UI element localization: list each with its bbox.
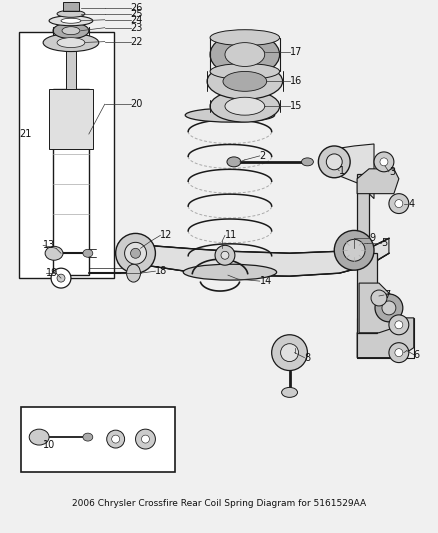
Text: 23: 23 bbox=[131, 23, 143, 33]
Circle shape bbox=[395, 321, 403, 329]
Ellipse shape bbox=[282, 387, 297, 398]
Ellipse shape bbox=[375, 294, 403, 322]
Text: 8: 8 bbox=[304, 353, 311, 362]
Text: 24: 24 bbox=[131, 15, 143, 25]
Circle shape bbox=[112, 435, 120, 443]
Text: 4: 4 bbox=[409, 199, 415, 208]
Text: 15: 15 bbox=[290, 101, 302, 111]
Text: 21: 21 bbox=[19, 129, 32, 139]
Circle shape bbox=[326, 154, 342, 170]
Ellipse shape bbox=[183, 264, 277, 280]
Polygon shape bbox=[359, 283, 394, 333]
Text: 11: 11 bbox=[225, 230, 237, 240]
Ellipse shape bbox=[207, 63, 283, 99]
Polygon shape bbox=[334, 144, 374, 199]
Polygon shape bbox=[357, 174, 377, 333]
Circle shape bbox=[380, 158, 388, 166]
Text: 2: 2 bbox=[260, 151, 266, 161]
Text: 25: 25 bbox=[131, 9, 143, 19]
Ellipse shape bbox=[210, 90, 279, 122]
Ellipse shape bbox=[83, 433, 93, 441]
Text: 10: 10 bbox=[43, 440, 55, 450]
Bar bbox=[63, 2, 79, 11]
Bar bbox=[66, 50, 76, 90]
Ellipse shape bbox=[185, 108, 275, 122]
Text: 14: 14 bbox=[260, 276, 272, 286]
Ellipse shape bbox=[223, 71, 267, 91]
Circle shape bbox=[389, 193, 409, 214]
Circle shape bbox=[389, 315, 409, 335]
Text: 3: 3 bbox=[389, 167, 395, 177]
Ellipse shape bbox=[43, 34, 99, 52]
Text: 20: 20 bbox=[131, 99, 143, 109]
Ellipse shape bbox=[225, 43, 265, 67]
Bar bbox=[21, 407, 175, 472]
Circle shape bbox=[135, 429, 155, 449]
Text: 19: 19 bbox=[46, 268, 58, 278]
Circle shape bbox=[215, 245, 235, 265]
Ellipse shape bbox=[29, 429, 49, 445]
Ellipse shape bbox=[227, 157, 241, 167]
Text: 7: 7 bbox=[384, 290, 390, 300]
Circle shape bbox=[107, 430, 124, 448]
Text: 13: 13 bbox=[43, 240, 55, 251]
Ellipse shape bbox=[210, 63, 279, 79]
Ellipse shape bbox=[53, 23, 89, 39]
Ellipse shape bbox=[210, 33, 279, 76]
Bar bbox=[49, 90, 93, 149]
Polygon shape bbox=[357, 318, 414, 358]
Ellipse shape bbox=[225, 97, 265, 115]
Polygon shape bbox=[357, 169, 399, 193]
Circle shape bbox=[221, 251, 229, 259]
Ellipse shape bbox=[83, 249, 93, 257]
Circle shape bbox=[141, 435, 149, 443]
Circle shape bbox=[395, 200, 403, 207]
Ellipse shape bbox=[45, 246, 63, 260]
Text: 18: 18 bbox=[155, 266, 168, 276]
Circle shape bbox=[395, 349, 403, 357]
Circle shape bbox=[124, 243, 146, 264]
Ellipse shape bbox=[301, 158, 314, 166]
Circle shape bbox=[343, 239, 365, 261]
Ellipse shape bbox=[57, 10, 85, 17]
Text: 17: 17 bbox=[290, 46, 302, 56]
Circle shape bbox=[281, 344, 298, 361]
Circle shape bbox=[389, 343, 409, 362]
Ellipse shape bbox=[61, 18, 81, 23]
Circle shape bbox=[57, 274, 65, 282]
Circle shape bbox=[371, 290, 387, 306]
Ellipse shape bbox=[62, 27, 80, 35]
Circle shape bbox=[318, 146, 350, 178]
Text: 12: 12 bbox=[160, 230, 173, 240]
Text: 5: 5 bbox=[381, 238, 387, 248]
Circle shape bbox=[334, 230, 374, 270]
Ellipse shape bbox=[382, 301, 396, 315]
Text: 16: 16 bbox=[290, 76, 302, 86]
Bar bbox=[53, 90, 89, 275]
Ellipse shape bbox=[127, 264, 141, 282]
Ellipse shape bbox=[49, 16, 93, 26]
Circle shape bbox=[272, 335, 307, 370]
Polygon shape bbox=[119, 238, 389, 276]
Circle shape bbox=[116, 233, 155, 273]
Text: 9: 9 bbox=[369, 233, 375, 244]
Ellipse shape bbox=[210, 30, 279, 46]
Bar bbox=[19, 31, 114, 278]
Text: 22: 22 bbox=[131, 37, 143, 46]
Ellipse shape bbox=[57, 38, 85, 47]
Circle shape bbox=[51, 268, 71, 288]
Text: 26: 26 bbox=[131, 3, 143, 13]
Circle shape bbox=[374, 152, 394, 172]
Text: 1: 1 bbox=[339, 166, 345, 176]
Text: 2006 Chrysler Crossfire Rear Coil Spring Diagram for 5161529AA: 2006 Chrysler Crossfire Rear Coil Spring… bbox=[72, 499, 366, 508]
Circle shape bbox=[131, 248, 141, 259]
Text: 6: 6 bbox=[414, 350, 420, 360]
